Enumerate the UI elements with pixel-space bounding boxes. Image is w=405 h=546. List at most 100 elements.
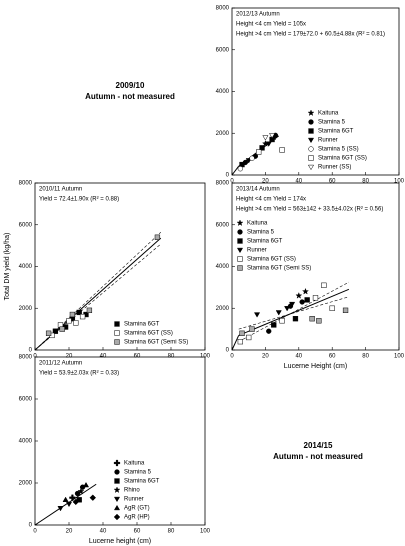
note-text: Autumn - not measured	[85, 92, 175, 101]
y-tick-label: 2000	[216, 131, 230, 137]
note-text: Autumn - not measured	[273, 452, 363, 461]
legend-marker	[113, 486, 121, 494]
x-tick-label: 100	[394, 354, 405, 360]
x-tick-label: 100	[200, 529, 211, 535]
note-season: 2014/15	[304, 441, 333, 450]
annotation: Height <4 cm Yield = 105x	[236, 22, 306, 28]
point	[57, 506, 64, 512]
x-tick-label: 40	[100, 354, 107, 360]
y-tick-label: 8000	[216, 6, 230, 12]
legend-label: Stamina 6GT (Semi SS)	[124, 340, 188, 346]
point	[342, 307, 349, 313]
y-tick-label: 4000	[19, 264, 33, 270]
legend-marker	[113, 496, 121, 503]
point	[299, 299, 305, 305]
x-tick-label: 80	[168, 354, 175, 360]
point	[275, 310, 282, 316]
panel-title: 2012/13 Autumn	[236, 12, 280, 18]
x-tick-label: 0	[230, 354, 234, 360]
y-tick-label: 8000	[216, 181, 230, 187]
legend-label: Stamina 6GT (SS)	[318, 156, 367, 162]
x-tick-label: 20	[66, 354, 73, 360]
point	[279, 147, 285, 153]
legend-marker	[308, 128, 314, 134]
y-tick-label: 0	[226, 173, 230, 179]
legend-label: Runner	[247, 248, 267, 254]
x-tick-label: 20	[66, 529, 73, 535]
legend-marker	[113, 459, 121, 467]
y-tick-label: 6000	[216, 47, 230, 53]
point	[284, 306, 291, 312]
legend-label: AgR (GT)	[124, 506, 150, 512]
legend-label: Kaituna	[247, 221, 268, 227]
x-tick-label: 100	[394, 179, 405, 185]
legend-marker	[237, 238, 243, 244]
y-axis-label: Total DM yield (kg/ha)	[4, 233, 11, 301]
point	[77, 487, 85, 495]
legend-label: Stamina 5	[318, 120, 346, 126]
legend-marker	[236, 219, 244, 227]
legend-label: AgR (HP)	[124, 515, 150, 521]
legend-label: Stamina 6GT (SS)	[247, 257, 296, 263]
x-tick-label: 40	[100, 529, 107, 535]
point	[72, 498, 80, 506]
point	[69, 494, 76, 501]
fit-line	[231, 165, 240, 176]
point	[292, 316, 299, 322]
legend-marker	[113, 504, 121, 511]
legend-label: Stamina 6GT	[318, 129, 354, 135]
point	[237, 166, 244, 172]
legend-label: Kaituna	[318, 111, 339, 117]
legend-marker	[114, 321, 120, 327]
point	[256, 149, 262, 155]
x-tick-label: 40	[295, 354, 302, 360]
y-tick-label: 0	[29, 523, 33, 529]
y-tick-label: 8000	[19, 181, 33, 187]
point	[237, 339, 243, 345]
point	[45, 330, 52, 336]
legend-label: Rhino	[124, 488, 140, 494]
y-tick-label: 6000	[19, 397, 33, 403]
annotation: Height <4 cm Yield = 174x	[236, 197, 306, 203]
y-tick-label: 4000	[216, 264, 230, 270]
x-tick-label: 0	[230, 179, 234, 185]
x-axis-label: Lucerne Height (cm)	[284, 363, 347, 370]
point	[59, 326, 65, 332]
legend-label: Stamina 6GT (Semi SS)	[247, 266, 311, 272]
point	[312, 295, 319, 301]
x-tick-label: 20	[262, 354, 269, 360]
point	[329, 305, 335, 311]
annotation: Yield = 72.4±1.90x (R² = 0.88)	[39, 197, 119, 203]
fit-line	[238, 288, 350, 336]
legend-label: Stamina 6GT	[124, 479, 160, 485]
fit-line	[238, 281, 350, 342]
x-tick-label: 80	[362, 354, 369, 360]
x-tick-label: 60	[329, 179, 336, 185]
x-tick-label: 80	[362, 179, 369, 185]
point	[52, 328, 59, 334]
point	[154, 234, 161, 240]
point	[265, 141, 272, 147]
point	[253, 312, 261, 318]
point	[66, 318, 72, 324]
legend-marker	[308, 119, 314, 125]
panel-title: 2011/12 Autumn	[39, 361, 82, 367]
legend-label: Stamina 6GT	[247, 239, 283, 245]
panel-title: 2010/11 Autumn	[39, 187, 82, 193]
point	[309, 316, 315, 322]
y-tick-label: 6000	[216, 222, 230, 228]
legend-marker	[114, 339, 120, 345]
point	[259, 145, 265, 151]
point	[79, 313, 86, 320]
point	[295, 291, 303, 299]
point	[239, 330, 245, 336]
legend-label: Stamina 6GT (SS)	[124, 331, 173, 337]
point	[271, 322, 277, 328]
point	[269, 133, 276, 139]
point	[73, 320, 79, 326]
legend-label: Stamina 5 (SS)	[318, 147, 359, 153]
point	[262, 135, 269, 141]
legend-marker	[308, 155, 314, 161]
fit-line	[231, 335, 240, 351]
x-tick-label: 60	[329, 354, 336, 360]
